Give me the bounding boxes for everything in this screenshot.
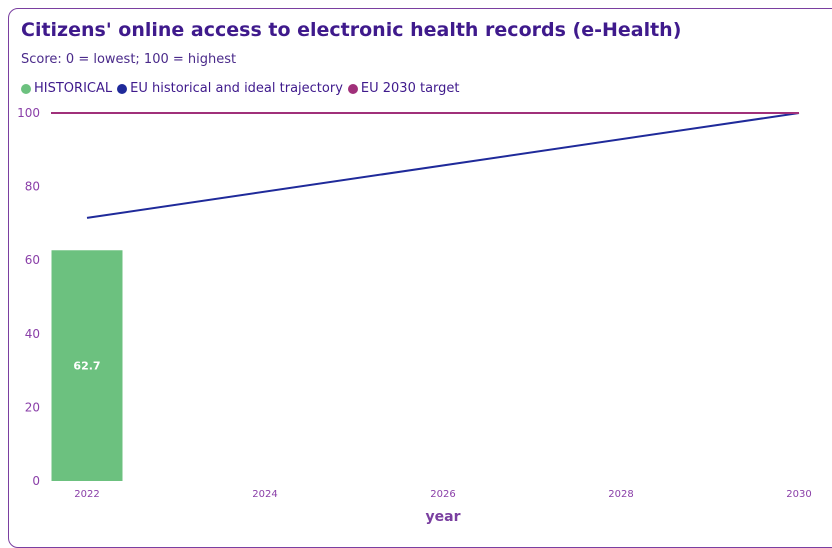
x-tick-label: 2026: [430, 489, 455, 500]
y-tick-label: 100: [17, 106, 40, 120]
y-tick-label: 20: [25, 400, 40, 414]
legend-item-trajectory[interactable]: EU historical and ideal trajectory: [117, 81, 343, 96]
legend-dot-historical-icon: [21, 83, 31, 94]
x-tick-label: 2022: [74, 489, 99, 500]
chart-plot: 0 20 40 60 80 100 2022 2024 2026 2028 2030 year 62.7: [17, 106, 812, 525]
legend-label-target: EU 2030 target: [360, 81, 460, 96]
legend-item-historical[interactable]: HISTORICAL: [21, 81, 112, 96]
bar-historical-2022: [51, 250, 123, 481]
y-tick-label: 40: [25, 327, 40, 341]
legend-label-historical: HISTORICAL: [34, 81, 113, 96]
y-tick-label: 80: [25, 180, 40, 194]
legend-dot-trajectory-icon: [117, 83, 128, 94]
x-axis-label: year: [426, 509, 461, 525]
y-tick-label: 0: [32, 474, 40, 488]
series-line-trajectory: [86, 112, 800, 219]
legend: HISTORICAL EU historical and ideal traje…: [21, 81, 460, 96]
chart-title: Citizens' online access to electronic he…: [21, 19, 682, 41]
legend-label-trajectory: EU historical and ideal trajectory: [130, 81, 343, 96]
legend-item-target[interactable]: EU 2030 target: [347, 81, 460, 96]
x-tick-label: 2028: [608, 489, 633, 500]
y-tick-label: 60: [25, 253, 40, 267]
x-tick-label: 2030: [786, 489, 811, 500]
bar-data-label: 62.7: [73, 360, 100, 373]
chart-subtitle: Score: 0 = lowest; 100 = highest: [21, 52, 237, 67]
x-tick-label: 2024: [252, 489, 277, 500]
legend-dot-target-icon: [347, 83, 358, 94]
